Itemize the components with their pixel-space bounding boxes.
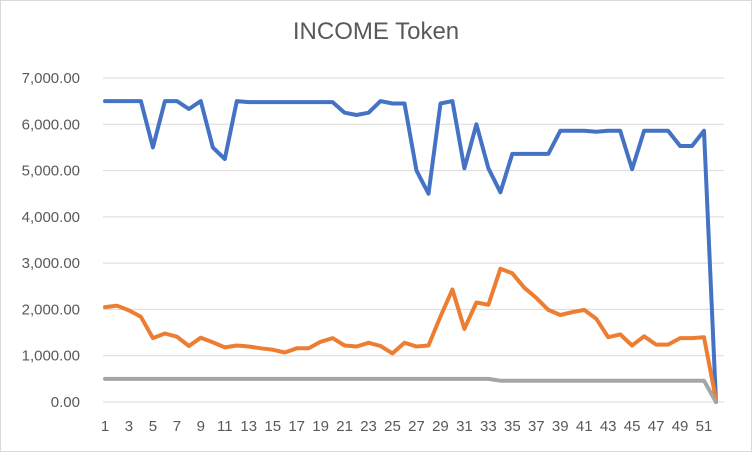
x-tick-label: 7 [173, 418, 181, 435]
y-tick-label: 1,000.00 [22, 348, 80, 365]
y-tick-label: 3,000.00 [22, 255, 80, 272]
y-tick-label: 0.00 [51, 394, 80, 411]
x-tick-label: 3 [125, 418, 133, 435]
x-tick-label: 11 [217, 418, 233, 435]
x-tick-label: 43 [600, 418, 617, 435]
x-tick-label: 39 [552, 418, 569, 435]
chart-title: INCOME Token [292, 18, 460, 45]
gridlines [103, 77, 724, 403]
x-tick-label: 31 [456, 418, 473, 435]
y-tick-label: 4,000.00 [22, 209, 80, 226]
x-tick-label: 25 [384, 418, 401, 435]
x-tick-label: 35 [504, 418, 521, 435]
x-axis-tick-labels: 1 3 5 7 9 11 13 15 17 19 21 23 25 27 29 31 33 35 37 39 41 43 4… [101, 418, 713, 435]
x-tick-label: 23 [360, 418, 377, 435]
x-tick-label: 5 [149, 418, 157, 435]
x-tick-label: 49 [672, 418, 689, 435]
x-tick-label: 15 [264, 418, 281, 435]
x-tick-label: 45 [624, 418, 641, 435]
y-tick-label: 6,000.00 [22, 116, 80, 133]
y-axis-tick-labels: 0.00 1,000.00 2,000.00 3,000.00 4,000.00 5,00… [22, 70, 80, 411]
x-tick-label: 17 [288, 418, 305, 435]
series-line-1 [103, 99, 718, 404]
x-tick-label: 29 [432, 418, 449, 435]
y-tick-label: 2,000.00 [22, 301, 80, 318]
x-tick-label: 19 [312, 418, 329, 435]
x-tick-label: 13 [240, 418, 257, 435]
x-tick-label: 41 [576, 418, 593, 435]
x-tick-label: 47 [648, 418, 665, 435]
x-tick-label: 9 [197, 418, 205, 435]
y-tick-label: 7,000.00 [22, 70, 80, 87]
x-tick-label: 33 [480, 418, 497, 435]
x-tick-label: 51 [696, 418, 713, 435]
y-tick-label: 5,000.00 [22, 163, 80, 180]
x-tick-label: 27 [408, 418, 425, 435]
x-tick-label: 21 [336, 418, 353, 435]
series-lines [103, 99, 718, 404]
series-line-3 [103, 376, 718, 404]
x-tick-label: 37 [528, 418, 545, 435]
series-line-2 [103, 266, 718, 402]
x-tick-label: 1 [101, 418, 109, 435]
